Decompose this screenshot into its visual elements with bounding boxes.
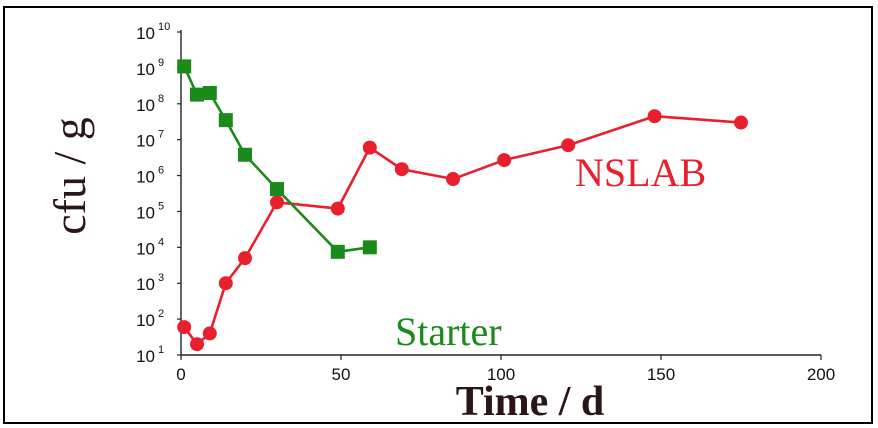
data-point-starter [238,147,252,162]
data-point-starter [218,113,233,128]
x-tick-label: 0 [176,365,185,384]
y-tick-exponent: 5 [158,200,164,212]
data-point-starter [330,244,345,259]
data-point-nslab [218,276,233,291]
y-tick-exponent: 1 [158,344,164,356]
data-point-starter [202,85,217,100]
data-point-starter [190,87,204,102]
y-tick-exponent: 10 [158,21,170,33]
x-tick-label: 200 [807,365,835,384]
data-point-nslab [190,337,204,352]
y-tick-label: 10 [136,168,155,187]
y-tick-label: 10 [136,132,155,151]
x-axis-ticks: 0 50 100 150 200 [176,355,835,384]
y-tick-exponent: 9 [158,57,164,69]
series-line-nslab [183,114,742,346]
series-layer [177,59,748,352]
y-tick-label: 10 [136,60,155,79]
y-tick-label: 10 [136,239,155,258]
data-point-nslab [394,162,409,177]
x-tick-label: 50 [332,365,351,384]
x-tick-label: 150 [647,365,675,384]
y-tick-exponent: 3 [158,272,164,284]
data-point-nslab [362,140,377,155]
data-point-nslab [734,115,748,130]
y-tick-exponent: 2 [158,308,164,320]
y-tick-label: 10 [136,347,155,366]
chart-frame: 10 1 10 2 10 3 10 4 10 5 10 6 10 7 10 8 10 9 10 10 0 50 100 15… [3,6,873,424]
series-label-nslab: NSLAB [575,150,706,195]
data-point-nslab [497,153,512,168]
data-point-nslab [330,201,345,216]
data-point-nslab [446,172,460,187]
data-point-nslab [647,109,662,124]
series-label-starter: Starter [395,309,502,354]
data-point-nslab [202,326,217,341]
y-tick-exponent: 7 [158,129,164,141]
y-tick-label: 10 [136,96,155,115]
y-axis-title: cfu / g [44,117,95,235]
y-tick-label: 10 [136,311,155,330]
data-point-nslab [561,138,576,153]
data-point-nslab [270,195,284,210]
y-tick-exponent: 6 [158,165,164,177]
data-point-nslab [238,251,252,266]
y-tick-exponent: 8 [158,93,164,105]
y-tick-exponent: 4 [158,236,164,248]
data-point-nslab [177,320,192,335]
x-tick-label: 100 [487,365,515,384]
y-tick-label: 10 [136,203,155,222]
y-tick-label: 10 [136,24,155,43]
data-point-starter [270,182,284,197]
x-axis-title: Time / d [456,379,605,422]
y-tick-label: 10 [136,275,155,294]
data-point-starter [177,59,192,74]
data-point-starter [362,240,377,255]
